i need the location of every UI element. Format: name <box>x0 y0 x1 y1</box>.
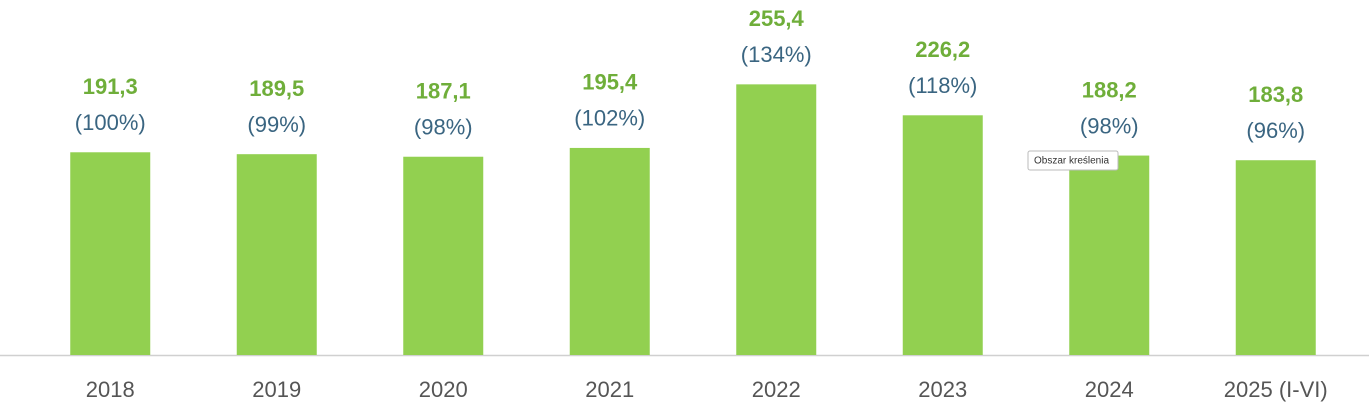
bar <box>403 156 484 355</box>
bar <box>1235 160 1316 355</box>
percent-label: (118%) <box>908 73 977 98</box>
x-tick-label: 2022 <box>752 377 801 402</box>
x-tick-label: 2024 <box>1085 377 1134 402</box>
bar <box>736 84 817 356</box>
value-label: 188,2 <box>1082 77 1137 102</box>
value-label: 255,4 <box>749 6 805 31</box>
bar <box>70 152 151 355</box>
tooltip-box: Obszar kreślenia <box>1027 150 1119 171</box>
x-tick-label: 2020 <box>419 377 468 402</box>
bar <box>236 154 317 355</box>
bar <box>569 147 650 355</box>
x-tick-label: 2025 (I-VI) <box>1224 377 1328 402</box>
x-tick-label: 2019 <box>252 377 301 402</box>
percent-label: (134%) <box>741 42 812 67</box>
percent-label: (102%) <box>574 106 645 131</box>
x-tick-label: 2021 <box>585 377 634 402</box>
value-label: 191,3 <box>83 74 138 99</box>
percent-label: (98%) <box>414 115 473 140</box>
percent-label: (100%) <box>75 110 146 135</box>
value-label: 195,4 <box>582 70 638 95</box>
bar <box>1069 155 1150 355</box>
plot-area: 191,3 (100%) 189,5 (99%) 187,1 (98%) 195,4 (102… <box>70 6 1316 356</box>
x-tick-label: 2023 <box>918 377 967 402</box>
percent-label: (98%) <box>1080 113 1139 138</box>
value-label: 183,8 <box>1248 82 1303 107</box>
value-label: 189,5 <box>249 76 304 101</box>
x-tick-label: 2018 <box>86 377 135 402</box>
percent-label: (96%) <box>1246 118 1305 143</box>
value-label: 187,1 <box>416 79 471 104</box>
tooltip: Obszar kreślenia <box>1034 156 1109 167</box>
bar <box>902 115 983 355</box>
tooltip-frame <box>1027 150 1119 171</box>
percent-label: (99%) <box>247 112 306 137</box>
value-label: 226,2 <box>915 37 970 62</box>
